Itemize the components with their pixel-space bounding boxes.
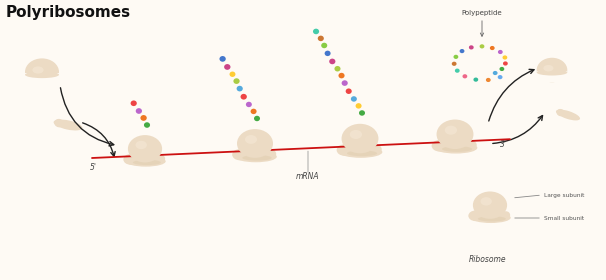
Ellipse shape: [462, 74, 467, 78]
Ellipse shape: [157, 155, 165, 162]
Ellipse shape: [224, 64, 230, 70]
Ellipse shape: [431, 140, 447, 151]
Ellipse shape: [451, 62, 456, 66]
Ellipse shape: [490, 46, 494, 50]
Ellipse shape: [219, 56, 226, 62]
Ellipse shape: [473, 192, 507, 219]
Ellipse shape: [241, 94, 247, 100]
Ellipse shape: [435, 142, 478, 153]
Text: Ribosome: Ribosome: [469, 255, 507, 264]
Ellipse shape: [468, 141, 477, 149]
Ellipse shape: [144, 122, 150, 128]
Ellipse shape: [124, 154, 138, 165]
Ellipse shape: [356, 103, 362, 109]
Ellipse shape: [131, 101, 137, 106]
Ellipse shape: [133, 160, 161, 165]
Ellipse shape: [468, 211, 483, 221]
Ellipse shape: [126, 156, 165, 167]
Ellipse shape: [537, 58, 567, 82]
Ellipse shape: [479, 44, 484, 48]
Ellipse shape: [242, 155, 271, 161]
Ellipse shape: [455, 69, 460, 73]
Ellipse shape: [473, 78, 478, 82]
Ellipse shape: [347, 150, 377, 156]
Ellipse shape: [237, 129, 273, 158]
Ellipse shape: [236, 86, 243, 91]
Ellipse shape: [339, 146, 382, 158]
Ellipse shape: [442, 146, 472, 152]
Ellipse shape: [537, 69, 567, 76]
Ellipse shape: [313, 29, 319, 34]
Ellipse shape: [459, 49, 464, 53]
Ellipse shape: [486, 78, 491, 82]
Ellipse shape: [498, 75, 502, 79]
Text: Small subunit: Small subunit: [544, 216, 584, 221]
Ellipse shape: [55, 119, 64, 127]
Ellipse shape: [32, 66, 44, 74]
Text: Polypeptide: Polypeptide: [462, 10, 502, 16]
Ellipse shape: [246, 102, 252, 107]
Ellipse shape: [136, 141, 147, 149]
Ellipse shape: [453, 55, 458, 59]
Ellipse shape: [336, 144, 352, 156]
Ellipse shape: [469, 45, 474, 50]
Text: 5': 5': [90, 163, 96, 172]
Ellipse shape: [342, 124, 379, 153]
Ellipse shape: [471, 212, 511, 223]
Ellipse shape: [498, 50, 503, 54]
Ellipse shape: [25, 59, 59, 86]
Ellipse shape: [345, 88, 351, 94]
Ellipse shape: [25, 71, 59, 78]
Ellipse shape: [245, 135, 257, 144]
Ellipse shape: [499, 67, 504, 71]
Ellipse shape: [232, 149, 247, 160]
Ellipse shape: [329, 59, 335, 64]
Text: 3': 3': [500, 140, 507, 149]
Ellipse shape: [556, 109, 580, 120]
Ellipse shape: [53, 120, 82, 130]
Ellipse shape: [335, 66, 341, 71]
Ellipse shape: [350, 130, 362, 139]
Ellipse shape: [267, 150, 276, 158]
Bar: [537, 71, 567, 82]
Text: Large subunit: Large subunit: [544, 193, 584, 197]
Ellipse shape: [318, 36, 324, 41]
Ellipse shape: [503, 61, 508, 66]
Ellipse shape: [502, 211, 510, 219]
Ellipse shape: [233, 78, 239, 84]
Ellipse shape: [235, 151, 277, 162]
Ellipse shape: [493, 71, 498, 75]
Ellipse shape: [136, 108, 142, 114]
Ellipse shape: [436, 120, 473, 149]
Ellipse shape: [544, 65, 553, 71]
Ellipse shape: [254, 116, 260, 121]
Ellipse shape: [445, 126, 457, 135]
Ellipse shape: [251, 109, 256, 114]
Ellipse shape: [230, 72, 236, 77]
Ellipse shape: [351, 96, 357, 102]
Ellipse shape: [556, 109, 564, 116]
Bar: [25, 73, 59, 86]
Ellipse shape: [321, 43, 327, 48]
Ellipse shape: [373, 145, 382, 153]
Ellipse shape: [128, 135, 162, 162]
Text: Polyribosomes: Polyribosomes: [6, 5, 131, 20]
Text: mRNA: mRNA: [296, 172, 320, 181]
Ellipse shape: [359, 110, 365, 116]
Ellipse shape: [325, 51, 331, 56]
Ellipse shape: [339, 73, 345, 78]
Ellipse shape: [342, 80, 348, 86]
Ellipse shape: [502, 55, 507, 60]
Ellipse shape: [141, 115, 147, 121]
Ellipse shape: [481, 197, 492, 206]
Ellipse shape: [478, 216, 506, 221]
